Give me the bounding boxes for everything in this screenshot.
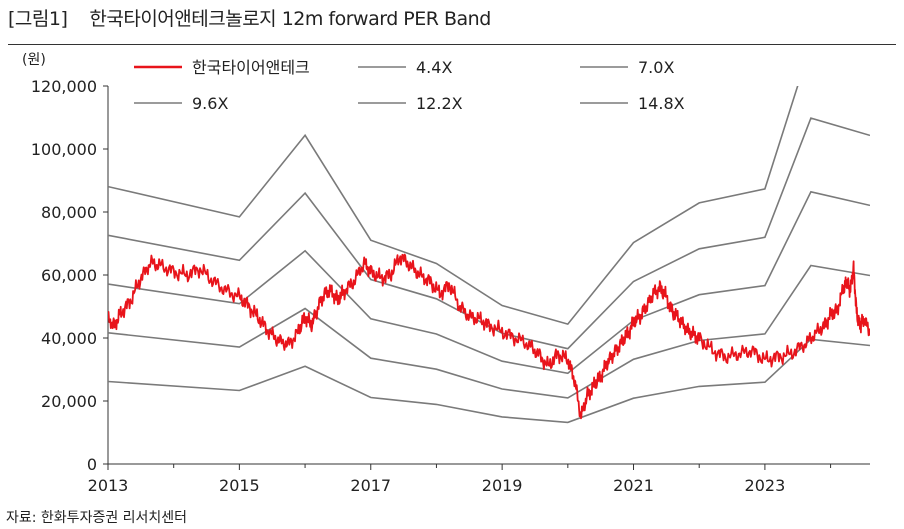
y-unit-label: (원): [22, 52, 46, 68]
y-tick-label: 20,000: [41, 392, 97, 411]
x-tick-label: 2015: [219, 476, 260, 495]
legend-label: 12.2X: [416, 94, 463, 113]
y-tick-label: 120,000: [31, 77, 97, 96]
y-tick-label: 60,000: [41, 266, 97, 285]
y-tick-label: 40,000: [41, 329, 97, 348]
price-line: [108, 253, 870, 420]
band-line-4.4X: [108, 338, 870, 424]
x-tick-label: 2013: [88, 476, 129, 495]
legend-label: 9.6X: [192, 94, 228, 113]
legend-label: 4.4X: [416, 58, 452, 77]
figure-title-text: 한국타이어앤테크놀로지 12m forward PER Band: [89, 8, 491, 30]
chart-title: [그림1] 한국타이어앤테크놀로지 12m forward PER Band: [8, 4, 491, 31]
y-tick-label: 100,000: [31, 140, 97, 159]
y-tick-label: 80,000: [41, 203, 97, 222]
band-line-7.0X: [108, 264, 870, 399]
legend-label: 7.0X: [638, 58, 674, 77]
x-tick-label: 2017: [350, 476, 391, 495]
x-tick-label: 2019: [482, 476, 523, 495]
y-tick-label: 0: [87, 455, 97, 474]
figure-number: [그림1]: [8, 8, 68, 30]
title-rule: [8, 44, 896, 45]
band-line-9.6X: [108, 190, 870, 375]
x-tick-label: 2023: [745, 476, 786, 495]
source-note: 자료: 한화투자증권 리서치센터: [6, 510, 188, 526]
x-tick-label: 2021: [613, 476, 654, 495]
band-line-14.8X: [108, 86, 799, 326]
legend-label: 14.8X: [638, 94, 685, 113]
band-line-12.2X: [108, 117, 870, 350]
legend-label: 한국타이어앤테크: [192, 58, 310, 77]
